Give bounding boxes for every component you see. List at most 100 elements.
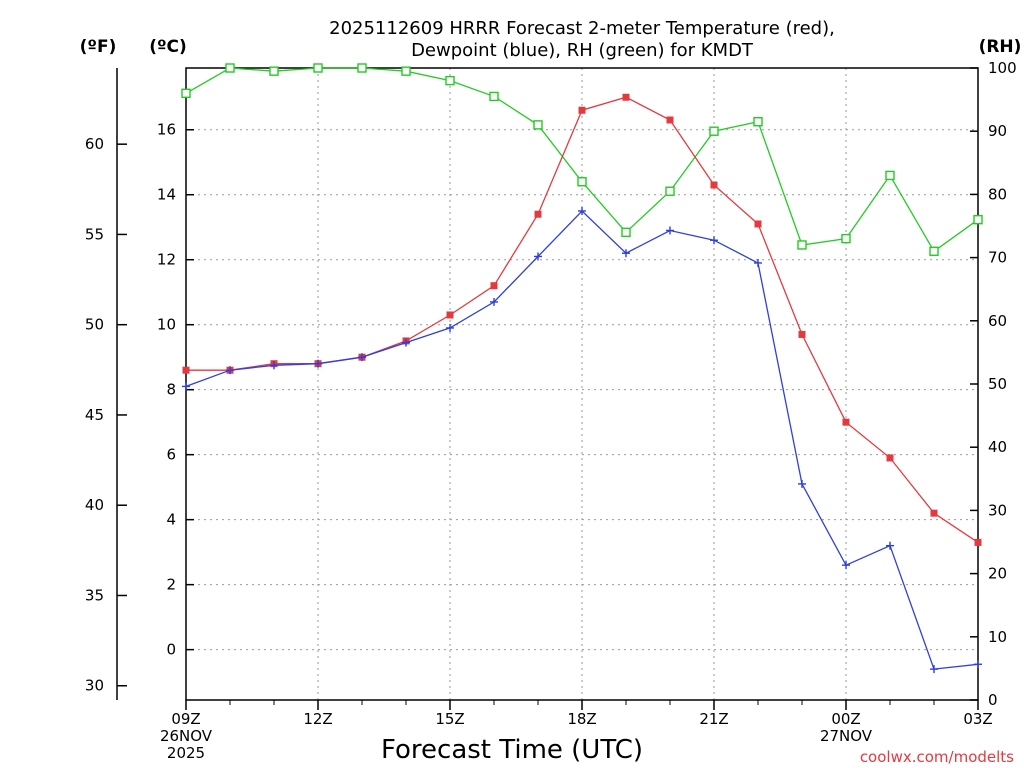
rh-point	[225, 63, 235, 73]
fahrenheit-tick-label: 35	[85, 586, 104, 604]
temperature-point	[622, 93, 630, 101]
celsius-tick-label: 10	[157, 316, 176, 334]
celsius-tick-label: 12	[157, 251, 176, 269]
fahrenheit-tick-label: 30	[85, 677, 104, 695]
rh-point	[841, 233, 851, 244]
dewpoint-point	[622, 249, 630, 258]
rh-tick-label: 100	[988, 59, 1017, 77]
grid-lines	[186, 68, 978, 700]
dewpoint-point	[182, 382, 190, 391]
source-credit: coolwx.com/modelts	[860, 748, 1014, 766]
rh-point	[665, 186, 675, 196]
fahrenheit-unit-label: (ºF)	[80, 37, 117, 57]
dewpoint-point	[666, 226, 674, 235]
celsius-tick-label: 4	[166, 511, 176, 529]
rh-tick-label: 40	[988, 438, 1007, 456]
rh-point	[313, 63, 323, 73]
dewpoint-point	[842, 561, 850, 570]
temperature-point	[930, 509, 938, 517]
temperature-point	[842, 418, 850, 426]
plot-frame	[185, 67, 979, 701]
rh-tick-label: 60	[988, 312, 1007, 330]
dewpoint-point	[358, 353, 366, 362]
temperature-series	[182, 93, 982, 546]
rh-point	[401, 66, 411, 76]
chart-title-line-1: 2025112609 HRRR Forecast 2-meter Tempera…	[329, 18, 835, 39]
temperature-point	[666, 116, 674, 124]
data-series	[181, 63, 983, 674]
fahrenheit-tick-label: 60	[85, 135, 104, 153]
dewpoint-point	[314, 359, 322, 368]
temperature-point	[490, 282, 498, 290]
rh-point	[489, 91, 499, 102]
fahrenheit-tick-label: 40	[85, 496, 104, 514]
x-tick-label: 26NOV	[160, 727, 213, 745]
dewpoint-point	[754, 258, 762, 267]
dewpoint-point	[798, 479, 806, 488]
rh-point	[445, 75, 455, 86]
temperature-point	[974, 538, 982, 546]
celsius-tick-label: 8	[166, 381, 176, 399]
x-tick-label: 15Z	[435, 710, 464, 728]
rh-tick-label: 50	[988, 375, 1007, 393]
rh-series	[181, 63, 983, 256]
x-tick-label: 2025	[167, 744, 205, 762]
celsius-tick-label: 2	[166, 576, 176, 594]
temperature-point	[578, 106, 586, 114]
temperature-point	[710, 181, 718, 189]
dewpoint-point	[710, 236, 718, 245]
dewpoint-series	[182, 206, 982, 674]
rh-point	[181, 88, 191, 98]
x-tick-label: 12Z	[303, 710, 332, 728]
rh-tick-label: 80	[988, 185, 1007, 203]
dewpoint-point	[446, 323, 454, 332]
temperature-point	[754, 220, 762, 228]
celsius-tick-label: 16	[157, 121, 176, 139]
x-axis-label: Forecast Time (UTC)	[381, 735, 643, 765]
celsius-unit-label: (ºC)	[149, 37, 187, 57]
rh-tick-label: 70	[988, 249, 1007, 267]
rh-point	[929, 246, 939, 256]
fahrenheit-tick-label: 55	[85, 225, 104, 243]
celsius-tick-label: 0	[166, 641, 176, 659]
dewpoint-point	[270, 361, 278, 370]
temperature-point	[182, 366, 190, 374]
x-tick-label: 21Z	[699, 710, 728, 728]
temperature-point	[534, 210, 542, 218]
chart-title-line-2: Dewpoint (blue), RH (green) for KMDT	[411, 40, 754, 61]
rh-tick-label: 10	[988, 628, 1007, 646]
dewpoint-point	[534, 252, 542, 261]
dewpoint-point	[578, 206, 586, 215]
temperature-point	[446, 311, 454, 319]
x-tick-label: 00Z	[831, 710, 860, 728]
rh-point	[973, 214, 983, 225]
fahrenheit-tick-label: 50	[85, 316, 104, 334]
dewpoint-point	[930, 665, 938, 674]
rh-point	[885, 170, 895, 181]
rh-tick-label: 0	[988, 691, 998, 709]
dewpoint-point	[490, 297, 498, 306]
rh-point	[797, 240, 807, 250]
rh-point	[577, 177, 587, 187]
rh-tick-label: 90	[988, 122, 1007, 140]
temperature-point	[798, 330, 806, 338]
dewpoint-point	[886, 541, 894, 550]
rh-point	[269, 66, 279, 76]
rh-tick-label: 30	[988, 501, 1007, 519]
x-tick-label: 09Z	[171, 710, 200, 728]
dewpoint-point	[226, 366, 234, 375]
dewpoint-point	[974, 660, 982, 669]
rh-point	[709, 126, 719, 136]
rh-unit-label: (RH)	[979, 37, 1022, 57]
x-tick-label: 03Z	[963, 710, 992, 728]
rh-point	[533, 120, 543, 130]
x-tick-label: 18Z	[567, 710, 596, 728]
rh-point	[357, 63, 367, 73]
celsius-tick-label: 6	[166, 446, 176, 464]
temperature-line	[186, 96, 979, 543]
temperature-point	[886, 454, 894, 462]
x-tick-label: 27NOV	[820, 727, 873, 745]
rh-point	[753, 117, 763, 127]
